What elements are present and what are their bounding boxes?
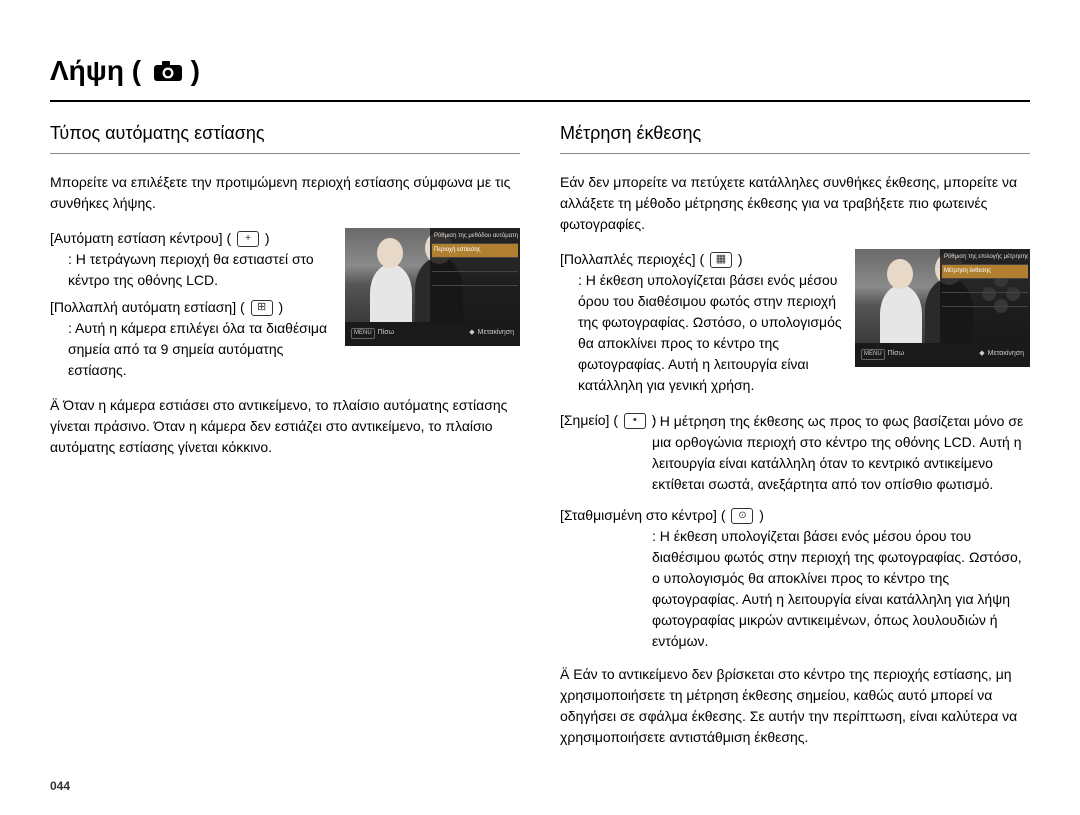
opt-multi-af-desc: : Αυτή η κάμερα επιλέγει όλα τα διαθέσιμ… [50,318,335,381]
opt-spot-meter-label: [Σημείο] ( [560,412,618,428]
title-close: ) [191,55,200,86]
right-bottom-bar: MENU Πίσω ◆ Μετακίνηση [855,343,1030,367]
title-text: Λήψη ( [50,55,141,86]
camera-icon [153,52,183,94]
spot-meter-icon [624,413,646,429]
opt-multi-meter-label: [Πολλαπλές περιοχές] ( [560,251,704,267]
right-note: Ä Εάν το αντικείμενο δεν βρίσκεται στο κ… [560,664,1030,748]
opt-multi-meter-desc: : Η έκθεση υπολογίζεται βάσει ενός μέσου… [560,270,845,396]
opt-center-af-label-close: ) [265,230,270,246]
left-column: Τύπος αυτόματης εστίασης Μπορείτε να επι… [50,120,520,748]
menu-caption: Ρύθμιση της επιλογής μέτρησης φωτός. [942,251,1028,265]
right-menu-strip: Ρύθμιση της επιλογής μέτρησης φωτός. Μέτ… [940,249,1030,343]
menu-key-icon: MENU [351,328,375,339]
menu-highlight: Περιοχή εστίασης [432,244,518,258]
right-camera-preview: Ρύθμιση της επιλογής μέτρησης φωτός. Μέτ… [855,249,1030,367]
page-number: 044 [50,777,70,795]
opt-multi-meter-label-close: ) [738,251,743,267]
multi-af-icon [251,300,273,316]
left-camera-preview: Ρύθμιση της μεθόδου αυτόματης εστίασης. … [345,228,520,346]
nav-icon: ◆ [979,349,984,360]
title-divider [50,100,1030,102]
right-intro: Εάν δεν μπορείτε να πετύχετε κατάλληλες … [560,172,1030,235]
left-menu-strip: Ρύθμιση της μεθόδου αυτόματης εστίασης. … [430,228,520,322]
opt-center-weight-desc: : Η έκθεση υπολογίζεται βάσει ενός μέσου… [560,526,1030,652]
center-weighted-icon [731,508,753,524]
opt-center-weight-label-close: ) [759,507,764,523]
menu-key-icon: MENU [861,349,885,360]
left-bottom-bar: MENU Πίσω ◆ Μετακίνηση [345,322,520,346]
opt-multi-af-label-close: ) [278,299,283,315]
left-heading: Τύπος αυτόματης εστίασης [50,120,520,154]
center-af-icon [237,231,259,247]
left-note: Ä Όταν η κάμερα εστιάσει στο αντικείμενο… [50,395,520,458]
opt-center-weight-label: [Σταθμισμένη στο κέντρο] ( [560,507,726,523]
menu-highlight: Μέτρηση έκθεσης [942,265,1028,279]
right-heading: Μέτρηση έκθεσης [560,120,1030,154]
opt-center-af-label: [Αυτόματη εστίαση κέντρου] ( [50,230,231,246]
page-title: Λήψη ( ) [50,50,1030,94]
opt-center-af-desc: : Η τετράγωνη περιοχή θα εστιαστεί στο κ… [50,249,335,291]
move-label: Μετακίνηση [988,349,1024,360]
back-label: Πίσω [378,328,394,339]
menu-caption: Ρύθμιση της μεθόδου αυτόματης εστίασης. [432,230,518,244]
right-column: Μέτρηση έκθεσης Εάν δεν μπορείτε να πετύ… [560,120,1030,748]
left-intro: Μπορείτε να επιλέξετε την προτιμώμενη πε… [50,172,520,214]
nav-icon: ◆ [469,328,474,339]
opt-multi-af-label: [Πολλαπλή αυτόματη εστίαση] ( [50,299,245,315]
back-label: Πίσω [888,349,904,360]
multi-meter-icon [710,252,732,268]
move-label: Μετακίνηση [478,328,514,339]
